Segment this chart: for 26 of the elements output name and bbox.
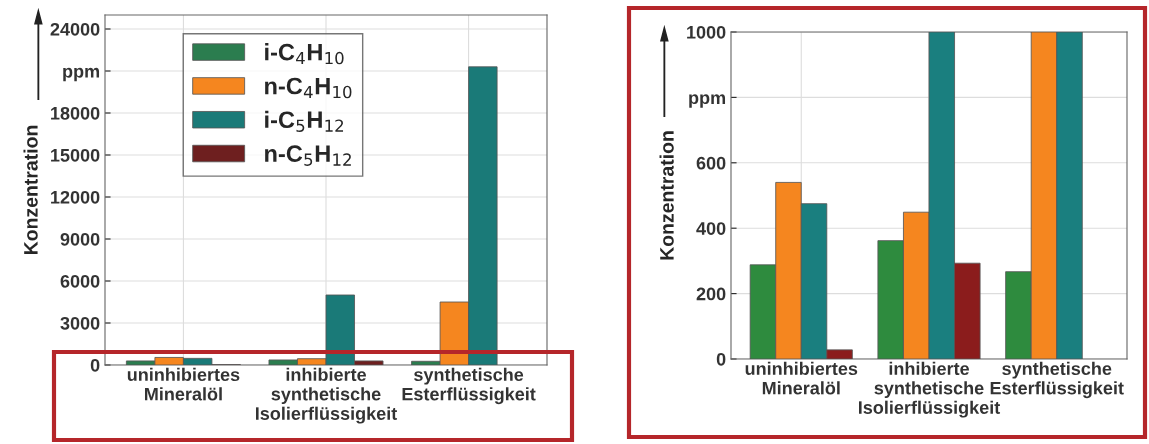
legend-label: i-C$_{4}$H$_{10}$ (265, 43, 344, 65)
y-axis-title: Konzentration (23, 125, 38, 255)
y-tick-label: 9000 (60, 232, 100, 246)
y-tick-label: 200 (696, 287, 726, 301)
x-tick-label: uninhibiertes Mineralöl (745, 361, 858, 395)
y-tick-label: 12000 (51, 190, 100, 204)
y-tick-label: 1000 (687, 25, 726, 39)
y-axis-title: Konzentration (659, 131, 674, 260)
legend-label: n-C$_{5}$H$_{12}$ (265, 145, 351, 166)
y-tick-label: ppm (689, 94, 726, 108)
x-tick-label: synthetische Esterflüssigkeit (990, 361, 1124, 399)
x-tick-label: inhibierte synthetische Isolierflüssigkeit (255, 367, 398, 424)
y-tick-label: 15000 (51, 148, 100, 162)
y-tick-label: 0 (716, 352, 726, 366)
legend-label: n-C$_{4}$H$_{10}$ (265, 77, 352, 99)
y-tick-label: 24000 (50, 22, 100, 36)
y-tick-label: 400 (696, 222, 726, 235)
legend-label: i-C$_{5}$H$_{12}$ (265, 110, 344, 132)
x-tick-label: synthetische Esterflüssigkeit (402, 367, 536, 405)
y-tick-label: 3000 (60, 316, 100, 330)
y-tick-label: 600 (696, 156, 726, 170)
y-tick-label: ppm (63, 67, 100, 82)
y-tick-label: 18000 (51, 106, 100, 120)
x-tick-label: uninhibiertes Mineralöl (127, 367, 240, 401)
y-tick-label: 0 (90, 358, 100, 372)
y-tick-label: 6000 (60, 274, 100, 288)
